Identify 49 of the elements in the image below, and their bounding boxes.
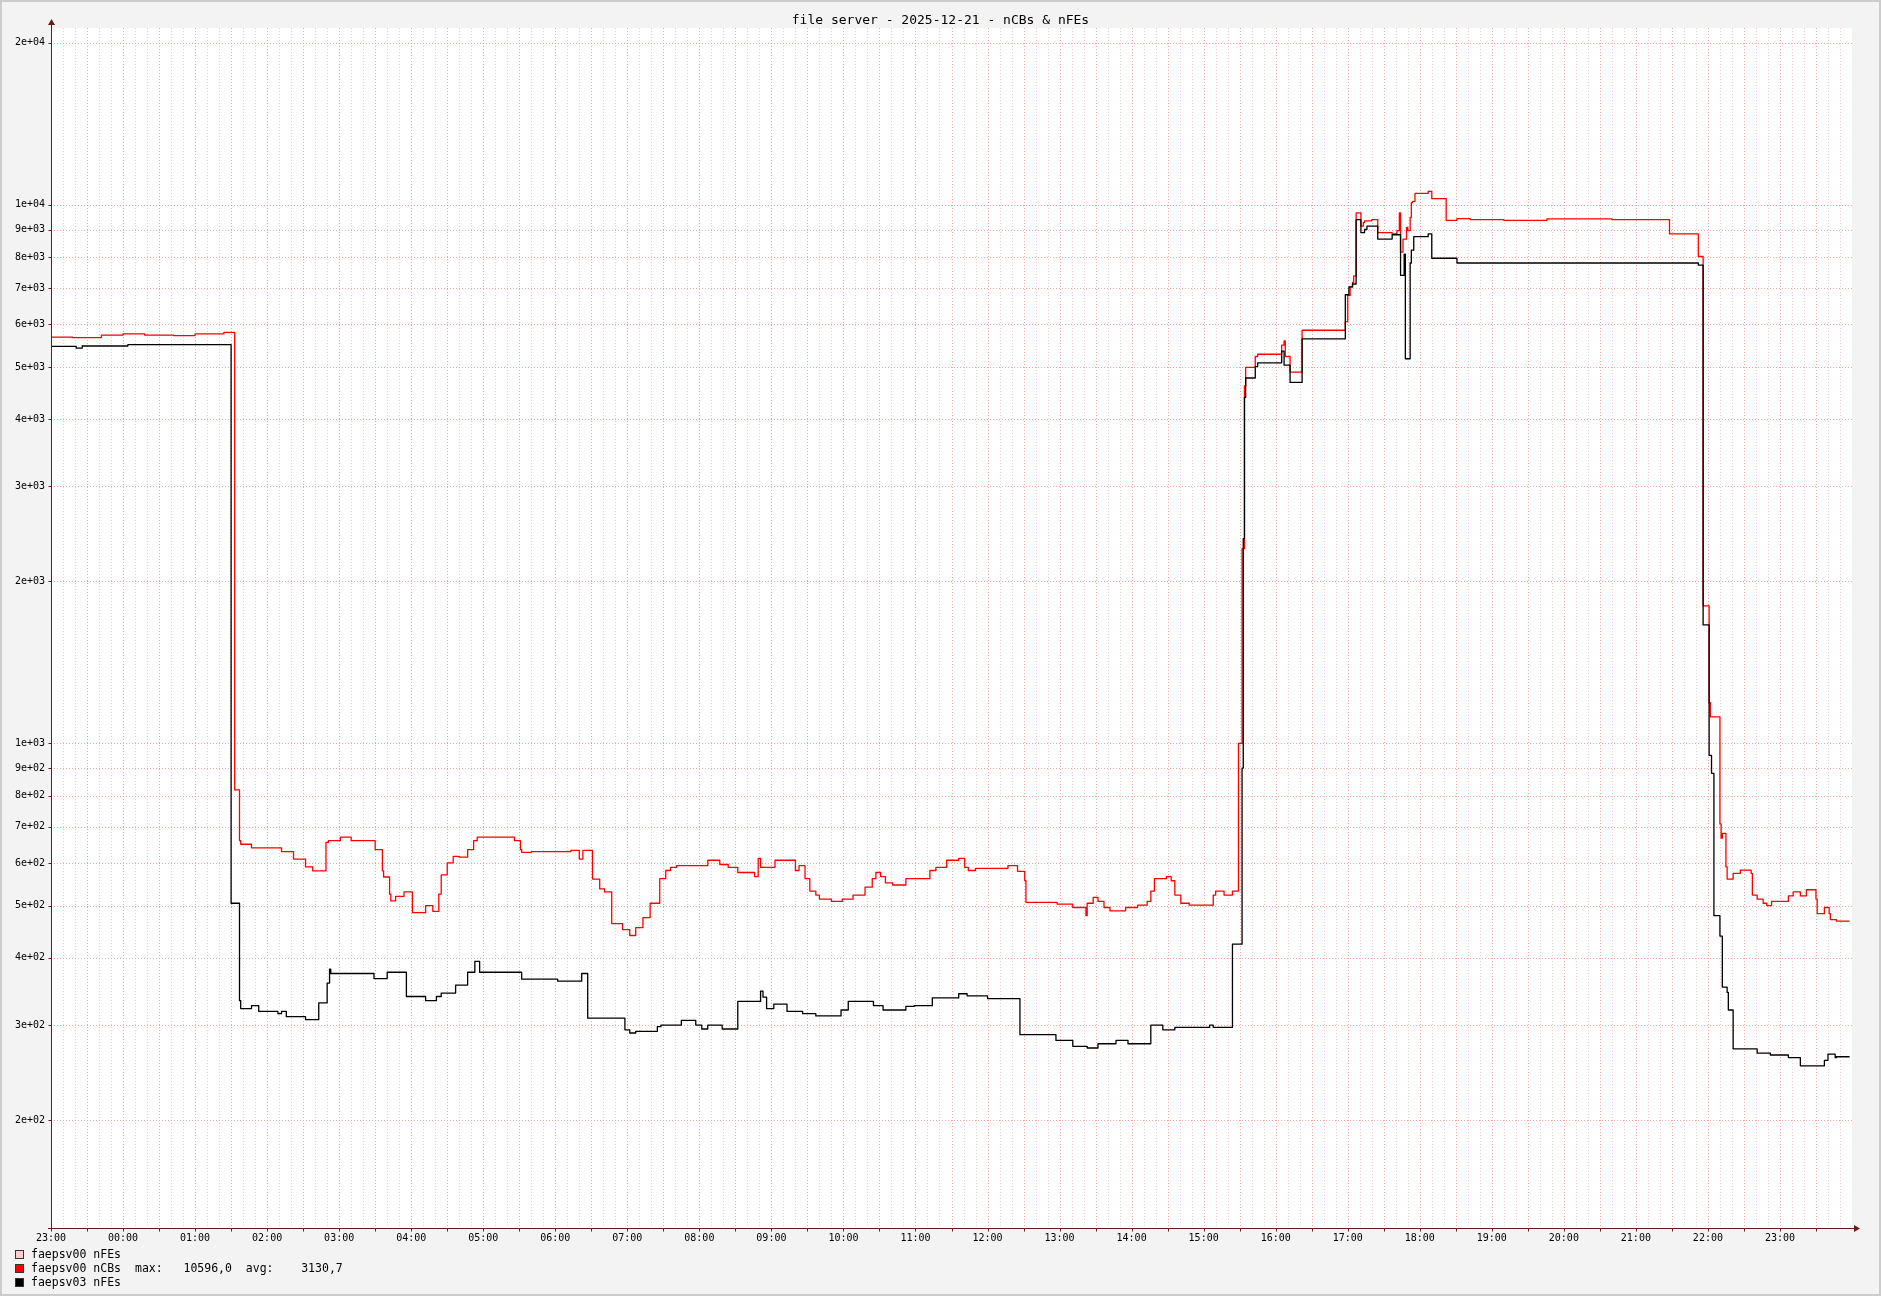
x-tick-label: 23:00 — [35, 1231, 67, 1243]
x-tick-label: 02:00 — [252, 1231, 283, 1243]
x-tick-label: 11:00 — [900, 1231, 931, 1243]
x-tick-label: 14:00 — [1116, 1231, 1147, 1243]
x-tick-label: 00:00 — [107, 1231, 139, 1243]
x-tick-label: 13:00 — [1044, 1231, 1075, 1243]
y-tick-label: 6e+02 — [14, 856, 45, 868]
text: max: 10596,0 avg: 3130,7 — [135, 1261, 343, 1275]
y-tick-label: 4e+02 — [14, 951, 45, 963]
chart-title: file server - 2025-12-21 - nCBs & nFEs — [790, 12, 1091, 28]
x-tick-label: 17:00 — [1332, 1231, 1363, 1243]
x-tick-label: 07:00 — [612, 1231, 643, 1243]
y-tick-label: 5e+02 — [14, 899, 45, 911]
x-tick-label: 22:00 — [1692, 1231, 1723, 1243]
x-tick-label: 21:00 — [1620, 1231, 1651, 1243]
y-tick-label: 7e+02 — [14, 820, 45, 832]
legend-label: faepsv00 nFEs — [31, 1247, 122, 1261]
x-tick-label: 06:00 — [540, 1231, 571, 1243]
y-tick-label: 2e+04 — [14, 36, 45, 48]
y-tick-label: 7e+03 — [14, 281, 45, 293]
y-tick-label: 9e+02 — [14, 761, 45, 773]
y-tick-label: 8e+02 — [14, 789, 45, 801]
x-tick-label: 18:00 — [1404, 1231, 1435, 1243]
y-tick-label: 1e+04 — [14, 198, 45, 210]
x-tick-label: 15:00 — [1188, 1231, 1219, 1243]
x-tick-label: 05:00 — [468, 1231, 499, 1243]
legend-label: faepsv00 nCBs — [31, 1261, 122, 1275]
x-tick-label: 20:00 — [1548, 1231, 1579, 1243]
y-tick-label: 5e+03 — [14, 360, 45, 372]
x-tick-label: 08:00 — [684, 1231, 715, 1243]
y-tick-label: 1e+03 — [14, 737, 45, 749]
y-tick-label: 8e+03 — [14, 250, 45, 262]
y-tick-label: 3e+03 — [14, 480, 45, 492]
x-tick-label: 09:00 — [756, 1231, 787, 1243]
x-tick-label: 10:00 — [828, 1231, 859, 1243]
x-tick-label: 23:00 — [1764, 1231, 1796, 1243]
y-tick-label: 2e+02 — [14, 1113, 45, 1125]
x-tick-label: 12:00 — [972, 1231, 1003, 1243]
x-tick-label: 03:00 — [324, 1231, 355, 1243]
y-tick-label: 2e+03 — [14, 574, 45, 586]
x-tick-label: 04:00 — [396, 1231, 427, 1243]
x-tick-label: 19:00 — [1476, 1231, 1507, 1243]
y-tick-label: 6e+03 — [14, 317, 45, 329]
x-tick-label: 01:00 — [180, 1231, 211, 1243]
y-tick-label: 9e+03 — [14, 223, 45, 235]
legend-label: faepsv03 nFEs — [31, 1275, 122, 1289]
y-tick-label: 4e+03 — [14, 412, 45, 424]
x-tick-label: 16:00 — [1260, 1231, 1291, 1243]
y-tick-label: 3e+02 — [14, 1018, 45, 1030]
